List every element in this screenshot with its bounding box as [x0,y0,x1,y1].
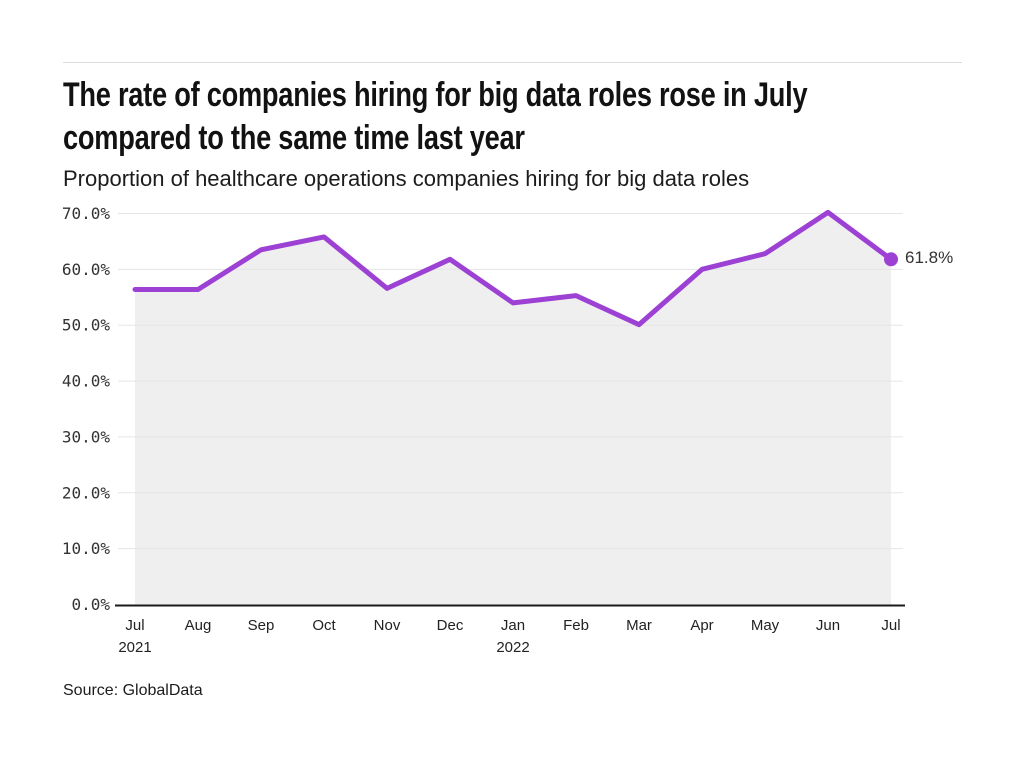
x-year-label: 2021 [118,639,151,656]
area-fill [135,212,891,605]
last-value-label: 61.8% [905,248,954,267]
x-tick-label: Sep [248,617,275,634]
source-text: Source: GlobalData [63,682,203,699]
y-tick-label: 50.0% [62,316,111,335]
y-tick-label: 20.0% [62,483,111,502]
y-tick-label: 70.0% [62,204,111,223]
chart-title: The rate of companies hiring for big dat… [63,74,993,160]
y-tick-label: 60.0% [62,260,111,279]
x-tick-label: Dec [437,617,464,634]
y-tick-label: 0.0% [71,595,110,614]
x-tick-label: May [751,617,780,634]
x-tick-label: Jun [816,617,840,634]
chart-title-line-1: The rate of companies hiring for big dat… [63,76,808,114]
x-tick-label: Oct [312,617,336,634]
x-tick-label: Jul [881,617,900,634]
x-tick-label: Apr [690,617,713,634]
y-tick-label: 10.0% [62,539,111,558]
top-divider [63,62,962,63]
x-tick-label: Feb [563,617,589,634]
chart-subtitle: Proportion of healthcare operations comp… [63,166,750,191]
x-tick-label: Nov [374,617,401,634]
end-point-dot [884,252,898,267]
data-line [132,209,894,328]
y-tick-label: 30.0% [62,427,111,446]
x-tick-label: Jan [501,617,525,634]
x-year-label: 2022 [496,639,529,656]
chart-title-line-2: compared to the same time last year [63,119,525,157]
x-tick-label: Mar [626,617,652,634]
y-tick-label: 40.0% [62,372,111,391]
x-tick-label: Aug [185,617,212,634]
x-tick-label: Jul [125,617,144,634]
